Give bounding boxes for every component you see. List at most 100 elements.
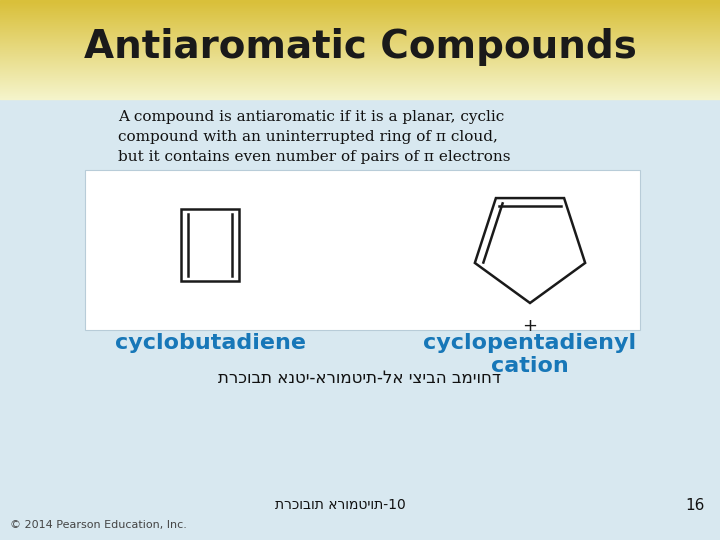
Bar xyxy=(0,45,720,46)
Bar xyxy=(0,62,720,63)
Bar xyxy=(0,54,720,55)
Bar xyxy=(0,73,720,74)
Text: Antiaromatic Compounds: Antiaromatic Compounds xyxy=(84,28,636,66)
Bar xyxy=(0,15,720,16)
Bar xyxy=(0,57,720,58)
Bar xyxy=(0,82,720,83)
Text: cyclopentadienyl
cation: cyclopentadienyl cation xyxy=(423,333,636,376)
Bar xyxy=(0,25,720,26)
Bar xyxy=(0,42,720,43)
Bar xyxy=(0,53,720,54)
Bar xyxy=(0,80,720,81)
Bar xyxy=(0,93,720,94)
Bar xyxy=(0,72,720,73)
Bar xyxy=(0,87,720,88)
Bar xyxy=(0,91,720,92)
Bar xyxy=(0,9,720,10)
Bar xyxy=(0,23,720,24)
Bar xyxy=(0,58,720,59)
Bar xyxy=(0,95,720,96)
Bar xyxy=(0,4,720,5)
Text: תרכובות ארומטיות-10: תרכובות ארומטיות-10 xyxy=(274,498,405,512)
Bar xyxy=(0,22,720,23)
Bar xyxy=(0,67,720,68)
Bar xyxy=(0,37,720,38)
Bar xyxy=(0,75,720,76)
Bar xyxy=(0,28,720,29)
Bar xyxy=(0,19,720,20)
Bar xyxy=(0,30,720,31)
Bar xyxy=(0,13,720,14)
Text: תרכובת אנטי-ארומטית-לא יציבה במיוחד: תרכובת אנטי-ארומטית-לא יציבה במיוחד xyxy=(218,369,502,387)
Bar xyxy=(0,7,720,8)
Bar xyxy=(0,55,720,56)
Bar xyxy=(0,0,720,1)
Bar xyxy=(0,21,720,22)
Bar xyxy=(0,56,720,57)
Bar xyxy=(0,74,720,75)
Bar xyxy=(0,31,720,32)
Bar xyxy=(0,11,720,12)
Bar xyxy=(0,70,720,71)
Bar xyxy=(0,34,720,35)
Text: 16: 16 xyxy=(685,497,705,512)
Bar xyxy=(0,71,720,72)
Bar xyxy=(0,44,720,45)
Bar xyxy=(0,5,720,6)
Bar xyxy=(0,76,720,77)
Bar xyxy=(0,65,720,66)
Bar xyxy=(0,47,720,48)
Bar xyxy=(0,51,720,52)
Bar xyxy=(0,39,720,40)
Bar xyxy=(0,97,720,98)
Bar xyxy=(0,1,720,2)
Bar xyxy=(0,63,720,64)
Bar xyxy=(0,40,720,41)
Bar xyxy=(0,32,720,33)
Bar xyxy=(0,16,720,17)
Bar xyxy=(0,90,720,91)
Bar xyxy=(0,69,720,70)
Text: © 2014 Pearson Education, Inc.: © 2014 Pearson Education, Inc. xyxy=(10,520,187,530)
Bar xyxy=(0,12,720,13)
Bar xyxy=(0,2,720,3)
Text: +: + xyxy=(523,317,538,335)
Bar xyxy=(0,66,720,67)
Bar xyxy=(0,26,720,27)
Bar xyxy=(0,59,720,60)
Bar xyxy=(0,50,720,51)
Bar xyxy=(85,170,640,330)
Bar xyxy=(0,61,720,62)
Bar xyxy=(0,68,720,69)
Bar xyxy=(0,17,720,18)
Bar xyxy=(0,35,720,36)
Bar xyxy=(0,81,720,82)
Bar xyxy=(0,84,720,85)
Bar xyxy=(0,79,720,80)
Bar xyxy=(0,41,720,42)
Bar xyxy=(0,85,720,86)
Bar xyxy=(0,52,720,53)
Bar xyxy=(0,64,720,65)
Bar xyxy=(0,98,720,99)
Text: cyclobutadiene: cyclobutadiene xyxy=(114,333,305,353)
Bar xyxy=(0,78,720,79)
Bar xyxy=(0,43,720,44)
Bar xyxy=(0,77,720,78)
Bar xyxy=(0,24,720,25)
Bar xyxy=(0,92,720,93)
Bar xyxy=(0,49,720,50)
Bar xyxy=(0,89,720,90)
Bar xyxy=(0,46,720,47)
Bar xyxy=(0,18,720,19)
Bar xyxy=(0,20,720,21)
Bar xyxy=(0,48,720,49)
Bar xyxy=(0,10,720,11)
Bar xyxy=(0,29,720,30)
Bar xyxy=(0,96,720,97)
Bar xyxy=(0,3,720,4)
Bar xyxy=(0,38,720,39)
Bar xyxy=(0,27,720,28)
Bar xyxy=(0,33,720,34)
Bar xyxy=(0,6,720,7)
